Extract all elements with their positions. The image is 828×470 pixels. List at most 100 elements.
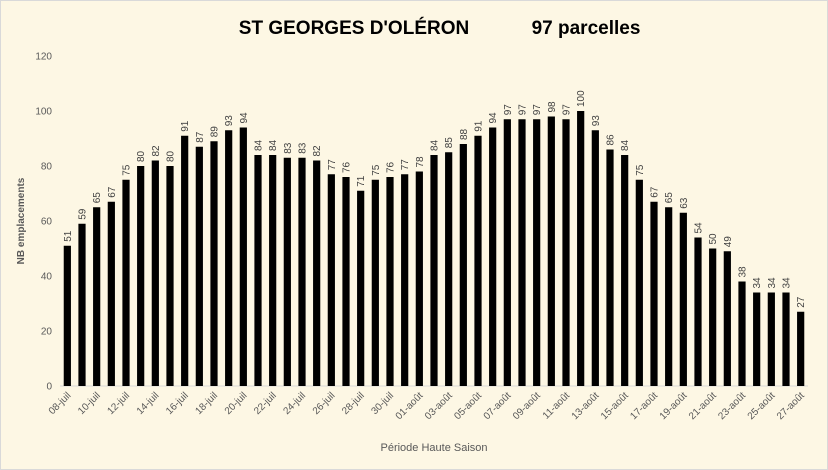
chart-title: ST GEORGES D'OLÉRON [239, 17, 469, 39]
data-label: 98 [547, 101, 558, 113]
bar [738, 281, 746, 386]
y-tick-label: 40 [41, 272, 53, 283]
data-label: 80 [166, 150, 177, 162]
bar [166, 166, 174, 386]
data-label: 67 [107, 186, 118, 198]
bar [254, 155, 262, 386]
y-tick-label: 120 [35, 52, 52, 63]
data-label: 84 [268, 139, 279, 151]
bar [562, 119, 570, 386]
data-label: 93 [591, 115, 602, 127]
data-label: 87 [195, 131, 206, 143]
data-label: 34 [752, 277, 763, 289]
data-label: 67 [650, 186, 661, 198]
data-label: 82 [312, 145, 323, 157]
data-label: 78 [415, 156, 426, 168]
bar [459, 144, 467, 386]
bar [547, 116, 555, 386]
data-label: 75 [635, 164, 646, 176]
data-label: 65 [92, 192, 103, 204]
bar [650, 201, 658, 386]
data-label: 86 [606, 134, 617, 146]
bar [430, 155, 438, 386]
bar [782, 292, 790, 386]
bar [210, 141, 218, 386]
data-label: 93 [224, 115, 235, 127]
data-label: 97 [518, 104, 529, 116]
bar [723, 251, 731, 386]
bar [239, 127, 247, 386]
bar [137, 166, 145, 386]
bar [107, 201, 115, 386]
bar [181, 135, 189, 386]
data-label: 84 [430, 139, 441, 151]
data-label: 83 [298, 142, 309, 154]
data-label: 75 [371, 164, 382, 176]
bar [225, 130, 233, 386]
data-label: 91 [474, 120, 485, 132]
bar [797, 311, 805, 386]
y-axis-label: NB emplacements [16, 177, 27, 264]
bar [767, 292, 775, 386]
bar [327, 174, 335, 386]
y-tick-label: 0 [46, 382, 52, 393]
bar [401, 174, 409, 386]
bar [474, 135, 482, 386]
data-label: 76 [386, 161, 397, 173]
bar [283, 157, 291, 386]
y-tick-label: 20 [41, 327, 53, 338]
data-label: 97 [562, 104, 573, 116]
data-label: 51 [63, 230, 74, 242]
bar [606, 149, 614, 386]
bar [503, 119, 511, 386]
bar [298, 157, 306, 386]
data-label: 76 [342, 161, 353, 173]
y-tick-label: 60 [41, 217, 53, 228]
bar [621, 155, 629, 386]
data-label: 89 [210, 126, 221, 138]
bar [665, 207, 673, 386]
data-label: 59 [78, 208, 89, 220]
data-label: 54 [694, 222, 705, 234]
data-label: 94 [488, 112, 499, 124]
bar [371, 179, 379, 386]
bar [122, 179, 130, 386]
bar [93, 207, 101, 386]
data-label: 84 [254, 139, 265, 151]
data-label: 85 [444, 137, 455, 149]
bar [679, 212, 687, 386]
data-label: 27 [796, 296, 807, 308]
data-label: 50 [708, 233, 719, 245]
data-label: 75 [122, 164, 133, 176]
data-label: 94 [239, 112, 250, 124]
bar [577, 111, 585, 386]
data-label: 83 [283, 142, 294, 154]
data-label: 77 [400, 159, 411, 171]
bar [533, 119, 541, 386]
bar [518, 119, 526, 386]
bar [709, 248, 717, 386]
data-label: 63 [679, 197, 690, 209]
data-label: 80 [136, 150, 147, 162]
bar [357, 190, 365, 386]
bar [694, 237, 702, 386]
bar [269, 155, 277, 386]
x-axis-label: Période Haute Saison [380, 442, 487, 454]
bar [313, 160, 321, 386]
data-label: 84 [620, 139, 631, 151]
data-label: 100 [576, 90, 587, 107]
y-tick-label: 80 [41, 162, 53, 173]
bar [151, 160, 159, 386]
bar [753, 292, 761, 386]
data-label: 49 [723, 236, 734, 248]
bar [635, 179, 643, 386]
data-label: 34 [782, 277, 793, 289]
data-label: 77 [327, 159, 338, 171]
bar [342, 177, 350, 386]
data-label: 34 [767, 277, 778, 289]
data-label: 91 [180, 120, 191, 132]
bar [195, 146, 203, 386]
data-label: 71 [356, 175, 367, 187]
y-tick-label: 100 [35, 107, 52, 118]
